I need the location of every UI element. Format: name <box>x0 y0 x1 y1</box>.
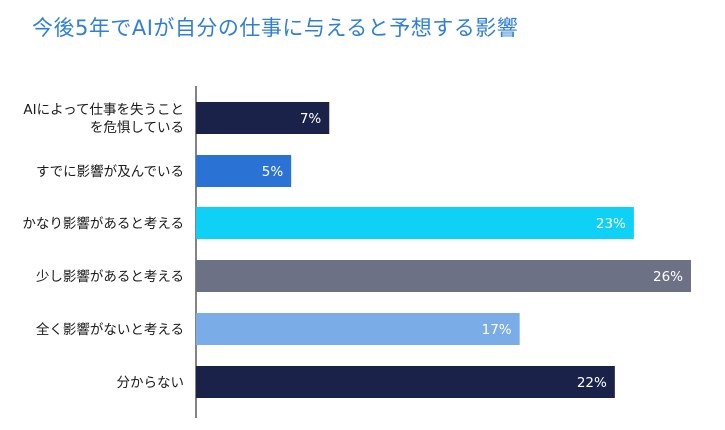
category-label-line: すでに影響が及んでいる <box>36 163 184 180</box>
category-label-1: すでに影響が及んでいる <box>36 163 184 180</box>
value-label-0: 7% <box>300 111 322 127</box>
category-label-line: かなり影響があると考える <box>22 215 184 232</box>
bar-3 <box>196 260 691 292</box>
bar-1 <box>196 155 292 187</box>
bar-0 <box>196 102 330 134</box>
value-label-4: 17% <box>482 322 512 338</box>
value-label-2: 23% <box>596 216 626 232</box>
bar-2 <box>196 207 634 239</box>
category-label-2: かなり影響があると考える <box>22 215 184 232</box>
value-label-1: 5% <box>262 164 284 180</box>
category-label-line: 全く影響がないと考える <box>36 321 184 338</box>
category-label-line: 分からない <box>117 375 185 391</box>
bar-4 <box>196 313 520 345</box>
category-label-line: 少し影響があると考える <box>36 268 184 285</box>
category-label-5: 分からない <box>117 375 185 391</box>
category-label-3: 少し影響があると考える <box>36 268 184 285</box>
bar-5 <box>196 366 615 398</box>
chart-title: 今後5年でAIが自分の仕事に与えると予想する影響 <box>32 16 519 40</box>
value-label-5: 22% <box>577 375 607 391</box>
value-label-3: 26% <box>653 269 683 285</box>
category-label-4: 全く影響がないと考える <box>36 321 184 338</box>
category-label-0: AIによって仕事を失うことを危惧している <box>23 102 184 136</box>
category-label-line: を危惧している <box>90 120 184 136</box>
category-label-line: AIによって仕事を失うこと <box>23 102 184 118</box>
